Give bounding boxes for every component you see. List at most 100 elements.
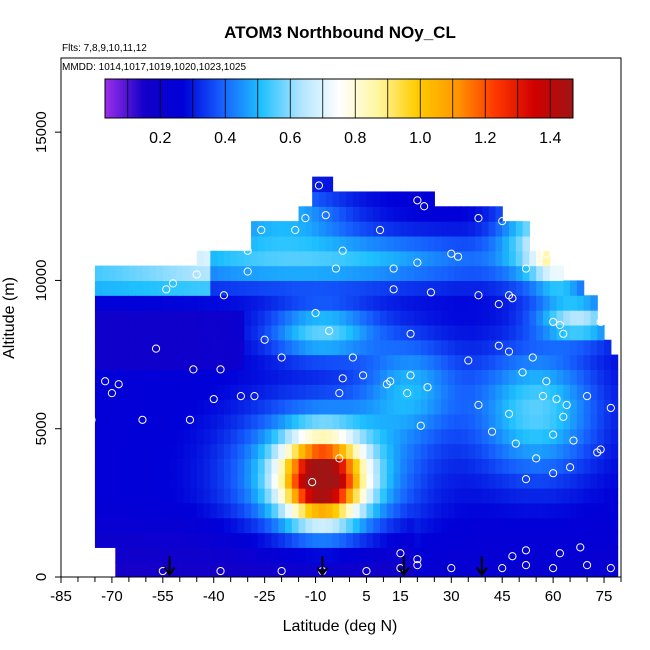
- curtain-cell: [536, 428, 544, 445]
- curtain-cell: [196, 458, 205, 474]
- curtain-cell: [285, 354, 293, 370]
- curtain-cell: [318, 413, 327, 430]
- curtain-cell: [285, 310, 293, 326]
- curtain-cell: [176, 473, 184, 489]
- curtain-cell: [237, 280, 245, 296]
- curtain-cell: [542, 265, 551, 282]
- curtain-cell: [115, 562, 123, 577]
- curtain-cell: [244, 280, 252, 296]
- colorbar-tick-label: 0.2: [149, 130, 171, 147]
- curtain-cell: [522, 324, 530, 341]
- curtain-cell: [176, 443, 184, 459]
- curtain-cell: [420, 488, 429, 504]
- curtain-cell: [604, 517, 612, 534]
- curtain-cell: [135, 428, 144, 445]
- curtain-cell: [271, 339, 279, 356]
- curtain-cell: [257, 458, 266, 474]
- curtain-cell: [570, 473, 578, 489]
- curtain-cell: [285, 473, 293, 489]
- curtain-cell: [529, 488, 537, 504]
- curtain-cell: [359, 235, 368, 252]
- curtain-cell: [312, 369, 320, 385]
- curtain-cell: [298, 295, 306, 311]
- curtain-cell: [468, 280, 476, 296]
- curtain-cell: [203, 517, 211, 534]
- curtain-cell: [237, 250, 245, 267]
- curtain-cell: [149, 562, 157, 577]
- curtain-cell: [346, 280, 354, 296]
- observation-point: [277, 199, 286, 208]
- curtain-cell: [291, 562, 300, 577]
- curtain-cell: [413, 354, 422, 370]
- curtain-cell: [509, 547, 517, 563]
- curtain-cell: [373, 265, 381, 282]
- curtain-cell: [339, 413, 347, 430]
- chart-title: ATOM3 Northbound NOy_CL: [224, 23, 456, 42]
- curtain-cell: [223, 250, 232, 267]
- curtain-cell: [413, 295, 422, 311]
- curtain-cell: [529, 532, 537, 548]
- curtain-cell: [393, 517, 401, 534]
- curtain-cell: [359, 369, 368, 385]
- curtain-cell: [434, 221, 442, 237]
- curtain-cell: [570, 428, 578, 445]
- curtain-cell: [203, 443, 211, 459]
- curtain-cell: [305, 250, 313, 267]
- curtain-cell: [189, 517, 198, 534]
- curtain-cell: [115, 295, 123, 311]
- curtain-cell: [454, 310, 463, 326]
- curtain-cell: [468, 369, 476, 385]
- curtain-cell: [196, 369, 205, 385]
- curtain-cell: [251, 310, 259, 326]
- observation-point: [474, 400, 483, 410]
- curtain-cell: [475, 517, 483, 534]
- curtain-cell: [481, 413, 490, 430]
- curtain-cell: [468, 428, 476, 445]
- curtain-cell: [536, 310, 544, 326]
- curtain-cell: [325, 339, 334, 356]
- x-tick-label: 5: [362, 588, 370, 605]
- curtain-cell: [339, 369, 347, 385]
- curtain-cell: [298, 458, 306, 474]
- curtain-cell: [454, 488, 463, 504]
- curtain-cell: [156, 458, 164, 474]
- curtain-cell: [529, 250, 537, 267]
- curtain-cell: [176, 339, 184, 356]
- colorbar-tick-label: 0.8: [344, 130, 366, 147]
- curtain-cell: [495, 532, 503, 548]
- curtain-cell: [189, 547, 198, 563]
- curtain-cell: [413, 235, 422, 252]
- curtain-cell: [210, 502, 218, 519]
- curtain-cell: [135, 384, 144, 400]
- curtain-cell: [94, 488, 103, 504]
- curtain-cell: [515, 221, 524, 237]
- curtain-cell: [427, 517, 435, 534]
- curtain-cell: [427, 206, 435, 222]
- curtain-cell: [610, 488, 619, 504]
- curtain-cell: [278, 413, 286, 430]
- colorbar-gradient: [104, 78, 574, 119]
- curtain-cell: [108, 428, 116, 445]
- curtain-cell: [386, 295, 395, 311]
- curtain-cell: [529, 354, 537, 370]
- curtain-cell: [169, 310, 177, 326]
- x-axis-label: Latitude (deg N): [283, 618, 398, 635]
- curtain-cell: [495, 250, 503, 267]
- curtain-cell: [203, 428, 211, 445]
- curtain-cell: [291, 310, 300, 326]
- curtain-cell: [115, 339, 123, 356]
- curtain-cell: [495, 369, 503, 385]
- curtain-cell: [570, 399, 578, 415]
- curtain-cell: [298, 265, 306, 282]
- curtain-cell: [454, 221, 463, 237]
- observation-point: [277, 353, 286, 362]
- curtain-cell: [176, 324, 184, 341]
- curtain-cell: [217, 458, 225, 474]
- curtain-cell: [549, 473, 558, 489]
- curtain-cell: [386, 443, 395, 459]
- y-axis-label: Altitude (m): [1, 277, 18, 359]
- curtain-cell: [278, 265, 286, 282]
- curtain-cell: [183, 502, 191, 519]
- curtain-cell: [101, 458, 110, 474]
- curtain-cell: [318, 369, 327, 385]
